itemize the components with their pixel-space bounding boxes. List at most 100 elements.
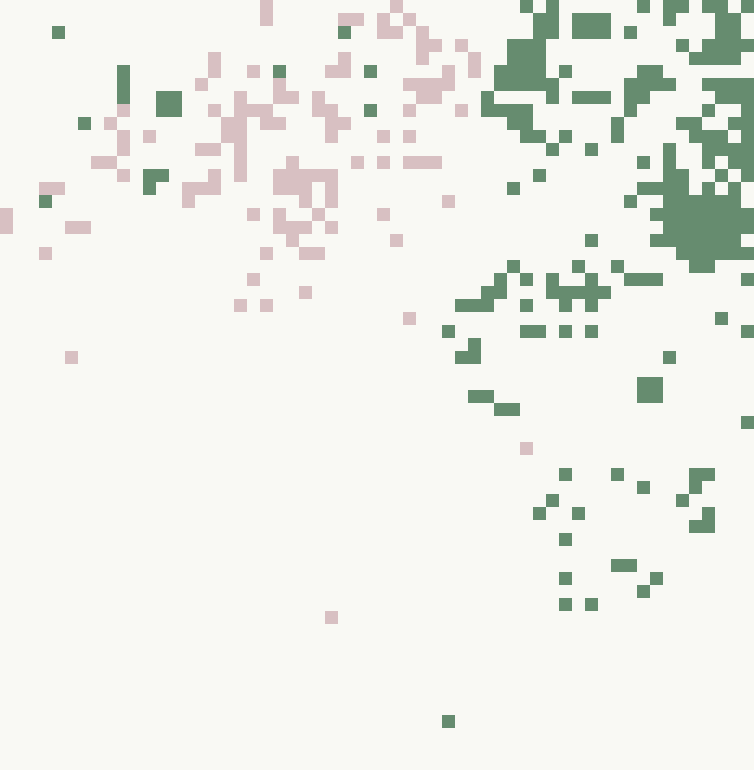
green-cell: [715, 0, 728, 13]
green-cell: [585, 325, 598, 338]
green-cell: [559, 468, 572, 481]
green-cell: [676, 234, 689, 247]
green-cell: [663, 182, 676, 195]
green-cell: [650, 182, 663, 195]
green-cell: [637, 273, 650, 286]
green-cell: [741, 91, 754, 104]
pink-cell: [299, 247, 312, 260]
pink-cell: [416, 91, 429, 104]
pink-cell: [325, 221, 338, 234]
pink-cell: [325, 130, 338, 143]
green-cell: [611, 468, 624, 481]
pink-cell: [273, 169, 286, 182]
green-cell: [442, 715, 455, 728]
green-cell: [507, 182, 520, 195]
green-cell: [585, 13, 598, 26]
pink-cell: [377, 130, 390, 143]
green-cell: [741, 39, 754, 52]
green-cell: [520, 325, 533, 338]
green-cell: [273, 65, 286, 78]
green-cell: [663, 78, 676, 91]
pink-cell: [260, 299, 273, 312]
green-cell: [494, 65, 507, 78]
green-cell: [559, 299, 572, 312]
green-cell: [169, 91, 182, 104]
pink-cell: [312, 208, 325, 221]
pink-cell: [65, 351, 78, 364]
green-cell: [689, 234, 702, 247]
pink-cell: [286, 169, 299, 182]
green-cell: [520, 299, 533, 312]
pink-cell: [442, 65, 455, 78]
green-cell: [572, 260, 585, 273]
pink-cell: [104, 117, 117, 130]
green-cell: [715, 234, 728, 247]
green-cell: [715, 39, 728, 52]
green-cell: [741, 208, 754, 221]
green-cell: [715, 143, 728, 156]
pink-cell: [299, 221, 312, 234]
green-cell: [559, 65, 572, 78]
green-cell: [520, 273, 533, 286]
pink-cell: [91, 156, 104, 169]
green-cell: [585, 143, 598, 156]
green-cell: [715, 195, 728, 208]
pink-cell: [286, 156, 299, 169]
green-cell: [663, 234, 676, 247]
green-cell: [689, 208, 702, 221]
pink-cell: [403, 104, 416, 117]
green-cell: [637, 0, 650, 13]
green-cell: [468, 351, 481, 364]
green-cell: [585, 598, 598, 611]
pink-cell: [377, 208, 390, 221]
green-cell: [702, 130, 715, 143]
pink-cell: [468, 65, 481, 78]
pink-cell: [325, 117, 338, 130]
pink-cell: [416, 26, 429, 39]
green-cell: [533, 26, 546, 39]
green-cell: [546, 78, 559, 91]
green-cell: [689, 195, 702, 208]
pink-cell: [325, 169, 338, 182]
green-cell: [637, 91, 650, 104]
green-cell: [52, 26, 65, 39]
green-cell: [546, 143, 559, 156]
green-cell: [546, 0, 559, 13]
green-cell: [585, 286, 598, 299]
green-cell: [507, 403, 520, 416]
green-cell: [533, 325, 546, 338]
green-cell: [637, 78, 650, 91]
green-cell: [572, 286, 585, 299]
green-cell: [559, 130, 572, 143]
pink-cell: [377, 13, 390, 26]
green-cell: [533, 52, 546, 65]
green-cell: [741, 169, 754, 182]
green-cell: [117, 91, 130, 104]
green-cell: [741, 221, 754, 234]
green-cell: [637, 156, 650, 169]
pink-cell: [65, 221, 78, 234]
green-cell: [494, 403, 507, 416]
green-cell: [572, 507, 585, 520]
pink-cell: [260, 13, 273, 26]
green-cell: [676, 494, 689, 507]
pink-cell: [299, 286, 312, 299]
green-cell: [663, 208, 676, 221]
green-cell: [702, 78, 715, 91]
pink-cell: [312, 169, 325, 182]
green-cell: [702, 260, 715, 273]
green-cell: [715, 208, 728, 221]
green-cell: [637, 481, 650, 494]
green-cell: [663, 156, 676, 169]
green-cell: [741, 78, 754, 91]
green-cell: [533, 65, 546, 78]
pink-cell: [325, 104, 338, 117]
green-cell: [481, 390, 494, 403]
green-cell: [689, 221, 702, 234]
pink-cell: [234, 169, 247, 182]
pink-cell: [338, 52, 351, 65]
green-cell: [585, 273, 598, 286]
green-cell: [728, 208, 741, 221]
pink-cell: [221, 117, 234, 130]
green-cell: [520, 65, 533, 78]
